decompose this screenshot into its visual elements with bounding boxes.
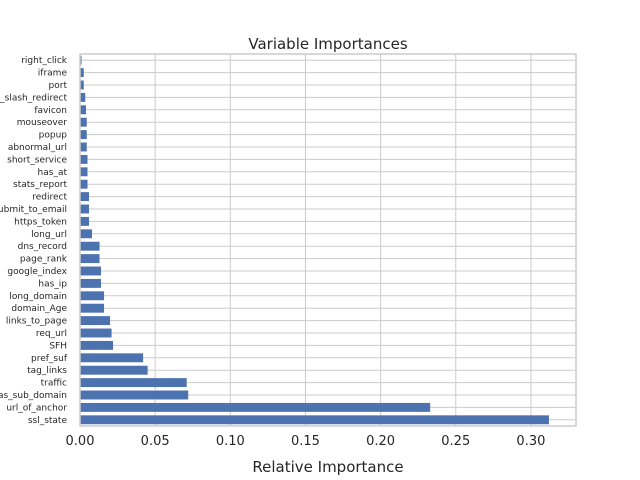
bar-traffic	[80, 378, 187, 388]
y-tick-label: double_slash_redirect	[0, 93, 67, 103]
x-tick-label: 0.05	[141, 434, 170, 449]
y-tick-label: tag_links	[27, 366, 67, 376]
x-tick-label: 0.30	[516, 434, 545, 449]
y-tick-label: req_url	[36, 329, 67, 339]
y-tick-label: has_ip	[38, 279, 67, 289]
bar-has-ip	[80, 278, 102, 288]
bar-popup	[80, 130, 87, 140]
x-axis-label: Relative Importance	[252, 458, 403, 476]
y-tick-label: short_service	[7, 155, 67, 165]
bar-redirect	[80, 192, 90, 202]
y-tick-label: traffic	[41, 379, 67, 389]
x-tick-label: 0.15	[291, 434, 320, 449]
y-tick-label: has_at	[38, 168, 68, 178]
y-tick-label: https_token	[14, 217, 67, 227]
bar-https-token	[80, 216, 90, 226]
y-tick-label: port	[49, 81, 68, 91]
bar-right-click	[80, 55, 82, 65]
grid	[79, 54, 576, 426]
bar-port	[80, 80, 84, 90]
bar-has-at	[80, 167, 88, 177]
y-tick-label: google_index	[7, 267, 67, 277]
bar-favicon	[80, 105, 87, 115]
y-tick-label: dns_record	[18, 242, 67, 252]
bar-pref-suf	[80, 353, 144, 363]
y-tick-label: long_domain	[9, 292, 67, 302]
bar-sfh	[80, 340, 114, 350]
bar-stats-report	[80, 179, 88, 189]
y-tick-label: stats_report	[13, 180, 67, 190]
y-tick-label: domain_Age	[11, 304, 67, 314]
bar-ssl-state	[80, 415, 549, 425]
y-tick-label: abnormal_url	[8, 143, 67, 153]
y-tick-label: redirect	[32, 193, 67, 203]
y-tick-label: right_click	[21, 56, 68, 66]
y-tick-label: mouseover	[17, 118, 68, 128]
bar-dns-record	[80, 241, 100, 251]
bar-submit-to-email	[80, 204, 90, 214]
y-tick-label: pref_suf	[31, 354, 68, 364]
y-tick-label: favicon	[34, 106, 67, 116]
y-tick-label: url_of_anchor	[6, 403, 67, 413]
y-tick-label: SFH	[49, 341, 67, 351]
y-tick-labels: ssl_state url_of_anchor has_sub_domain traf…	[0, 56, 68, 426]
bar-short-service	[80, 154, 88, 164]
chart-title: Variable Importances	[248, 35, 407, 53]
y-tick-label: has_sub_domain	[0, 391, 67, 401]
bar-double-slash-redirect	[80, 92, 86, 102]
bar-mouseover	[80, 117, 87, 127]
y-tick-label: ssl_state	[28, 416, 68, 426]
bar-has-sub-domain	[80, 390, 189, 400]
bar-url-of-anchor	[80, 402, 431, 412]
bar-abnormal-url	[80, 142, 87, 152]
bar-domain-age	[80, 303, 105, 313]
bar-page-rank	[80, 254, 100, 264]
bar-google-index	[80, 266, 102, 276]
bar-iframe	[80, 68, 84, 78]
y-tick-label: links_to_page	[6, 317, 68, 327]
x-tick-label: 0.20	[366, 434, 395, 449]
bar-long-domain	[80, 291, 105, 301]
bar-links-to-page	[80, 316, 111, 326]
y-tick-label: popup	[39, 131, 68, 141]
bars	[80, 55, 549, 425]
y-tick-label: page_rank	[20, 255, 68, 265]
y-tick-label: submit_to_email	[0, 205, 67, 215]
y-tick-label: iframe	[38, 69, 68, 79]
bar-long-url	[80, 229, 93, 239]
x-tick-label: 0.00	[66, 434, 95, 449]
y-tick-label: long_url	[31, 230, 67, 240]
x-tick-label: 0.10	[216, 434, 245, 449]
bar-tag-links	[80, 365, 148, 375]
plot-frame	[79, 53, 577, 427]
bar-req-url	[80, 328, 112, 338]
x-tick-labels: 0.00 0.05 0.10 0.15 0.20 0.25 0.30	[66, 434, 546, 449]
x-tick-label: 0.25	[441, 434, 470, 449]
